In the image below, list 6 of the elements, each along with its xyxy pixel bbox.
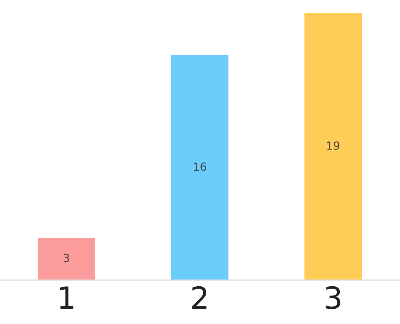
data-label: 16 — [194, 162, 206, 172]
data-label: 19 — [327, 142, 340, 150]
data-label: 3 — [64, 254, 70, 262]
x-tick-label: 3 — [326, 286, 341, 310]
x-tick-label: 2 — [192, 286, 207, 310]
x-tick-label: 1 — [60, 286, 74, 310]
